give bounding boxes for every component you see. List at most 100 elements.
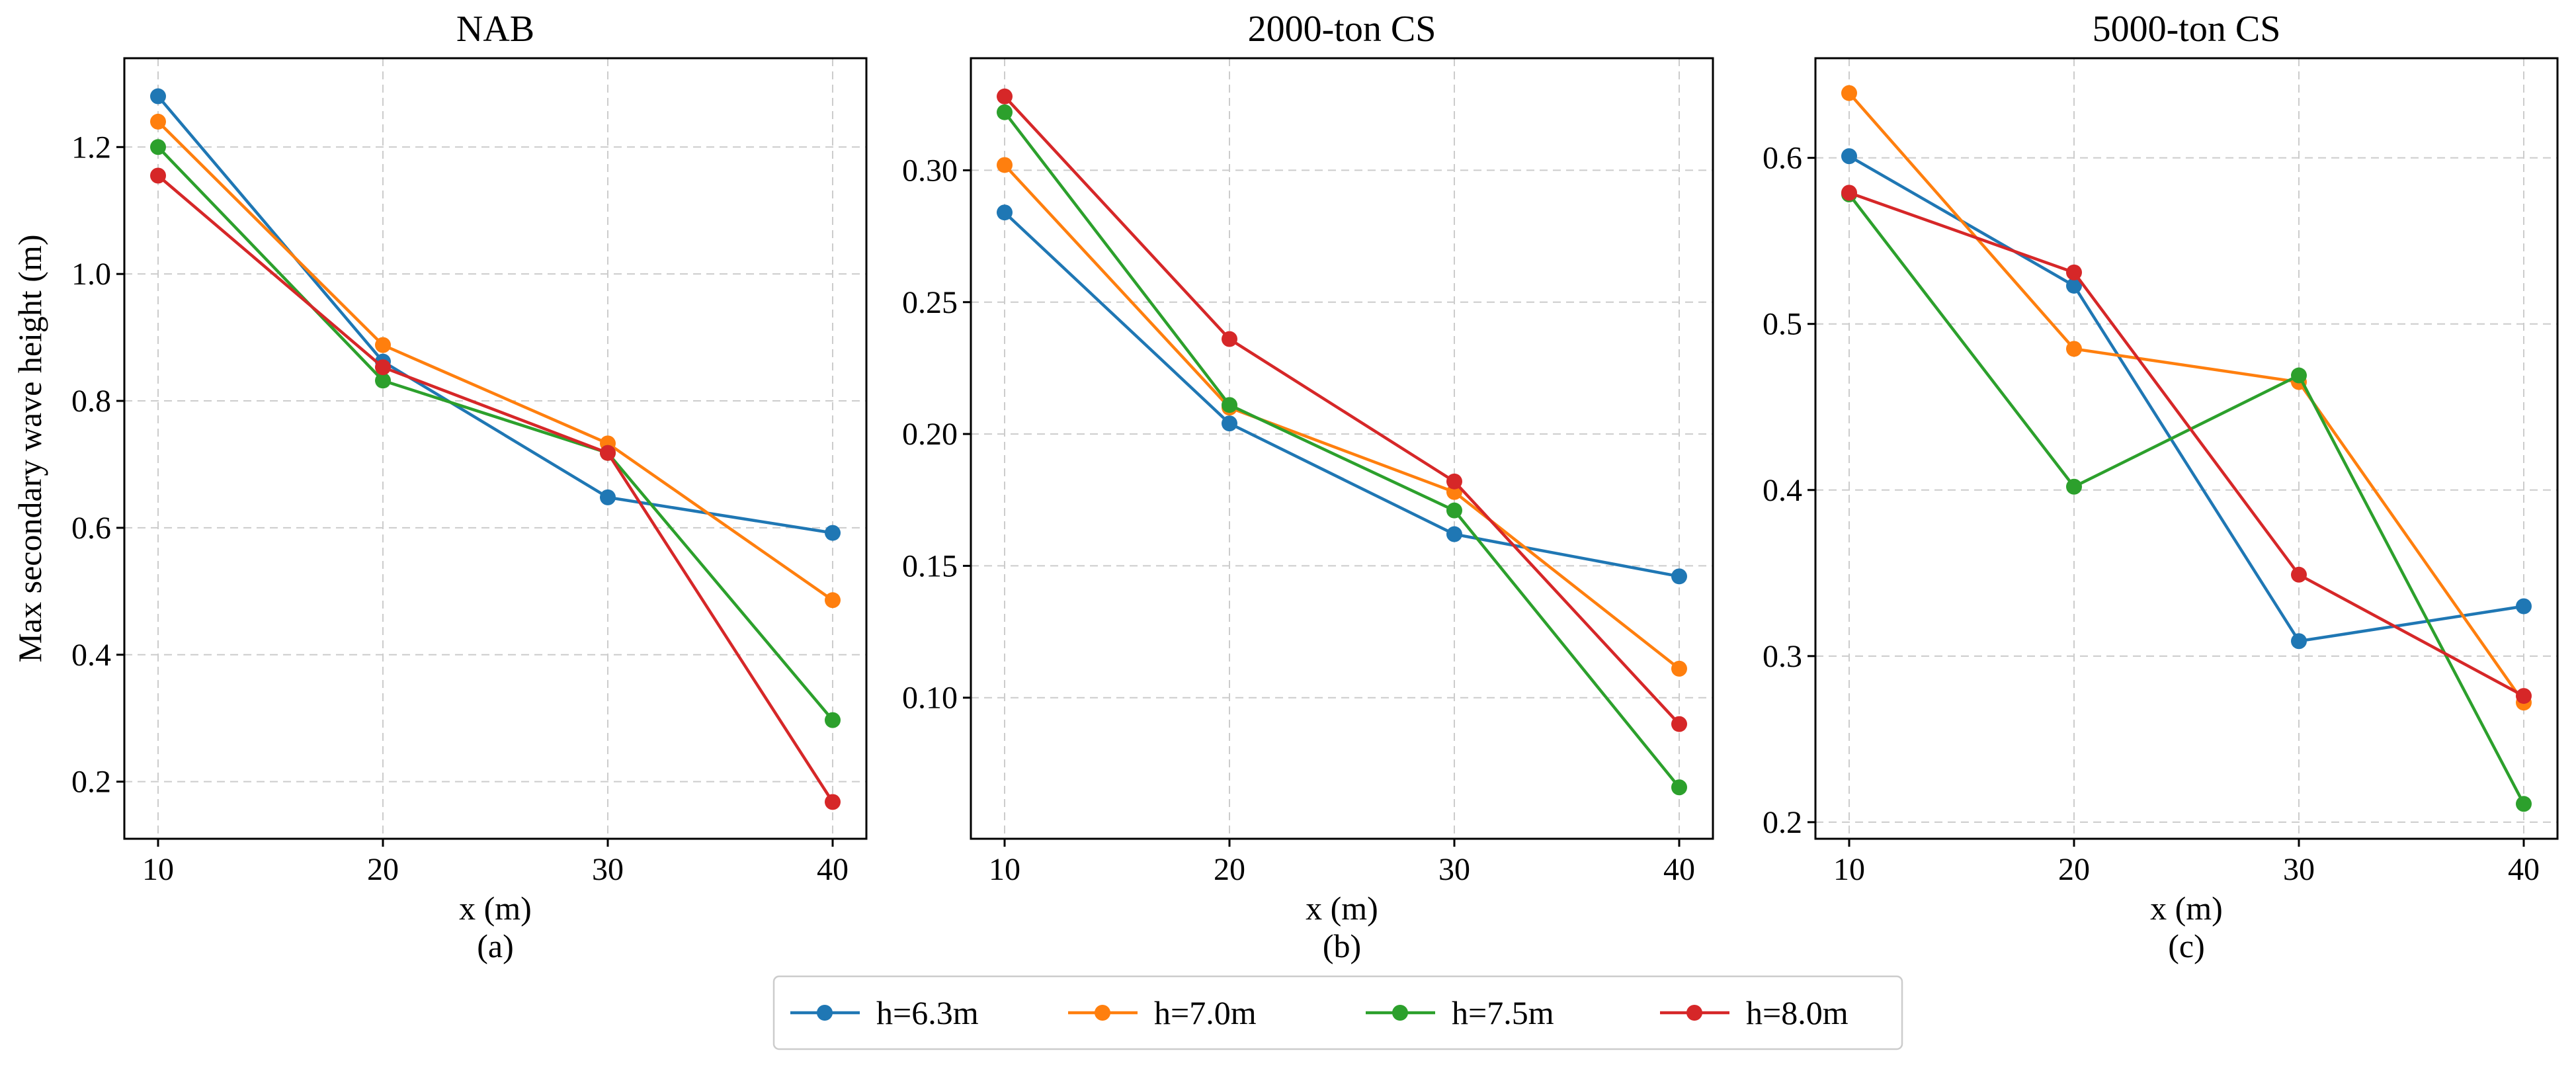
data-point <box>2516 688 2532 704</box>
series-line-h=6.3m <box>157 95 833 534</box>
data-point <box>2291 633 2307 650</box>
plot-frame <box>123 57 868 840</box>
series-line-h=8.0m <box>1849 191 2525 698</box>
y-tick-label: 0.4 <box>71 638 111 673</box>
x-tick-label: 10 <box>1833 852 1865 887</box>
y-axis-label: Max secondary wave height (m) <box>11 235 48 663</box>
data-point <box>1671 660 1687 677</box>
data-point <box>1671 568 1687 585</box>
data-point <box>2066 277 2082 294</box>
data-point <box>1841 148 1857 165</box>
series-line-h=7.0m <box>1003 163 1681 670</box>
data-point <box>997 104 1013 120</box>
data-point <box>825 794 841 810</box>
data-point <box>997 204 1013 221</box>
x-tick-label: 40 <box>1663 852 1695 887</box>
y-tick-label: 0.6 <box>1763 141 1802 176</box>
panel-sub-label: (b) <box>1323 927 1361 964</box>
data-point <box>825 592 841 609</box>
y-tick-label: 1.2 <box>71 130 111 165</box>
x-tick-label: 10 <box>989 852 1020 887</box>
chart-panel-3: 10 20 30 40 0.2 0.3 0.4 0.5 0.6 5000-ton CS x (m)(… <box>1763 9 2559 964</box>
data-point <box>150 88 166 105</box>
legend-entry: h=6.3m <box>790 994 979 1031</box>
y-tick-label: 0.6 <box>71 511 111 546</box>
chart-panel-2: 10 20 30 40 0.10 0.15 0.20 0.25 0.30 2000-ton CS x… <box>902 9 1714 964</box>
data-point <box>2066 264 2082 280</box>
y-tick-label: 0.2 <box>71 765 111 800</box>
legend-label: h=6.3m <box>876 994 979 1031</box>
legend-label: h=7.5m <box>1452 994 1554 1031</box>
data-point <box>2516 796 2532 812</box>
legend: h=6.3m h=7.0m h=7.5m h=8.0m <box>772 975 1903 1050</box>
legend-label: h=8.0m <box>1746 994 1849 1031</box>
data-point <box>1222 397 1237 413</box>
data-point <box>1446 502 1462 519</box>
data-point <box>1222 331 1237 347</box>
data-point <box>825 525 841 541</box>
data-point <box>2066 478 2082 495</box>
x-tick-label: 40 <box>817 852 849 887</box>
series-line-h=7.5m <box>1848 193 2525 805</box>
series-line-h=7.5m <box>157 146 834 722</box>
x-axis-label: x (m) <box>1306 890 1378 927</box>
data-point <box>2291 566 2307 583</box>
x-axis-label: x (m) <box>2150 890 2223 927</box>
legend-entry: h=7.0m <box>1068 994 1257 1031</box>
series-line-h=8.0m <box>1003 95 1681 726</box>
data-point <box>375 372 391 389</box>
data-point <box>150 167 166 184</box>
x-tick-label: 20 <box>367 852 399 887</box>
y-tick-label: 1.0 <box>71 257 111 292</box>
data-point <box>2066 341 2082 357</box>
y-tick-label: 0.30 <box>902 153 958 188</box>
y-tick-label: 0.4 <box>1763 473 1802 508</box>
panel-sub-label: (a) <box>477 927 514 964</box>
chart-title: NAB <box>456 9 534 50</box>
data-point <box>1222 415 1237 432</box>
data-point <box>1446 473 1462 490</box>
series-line-h=6.3m <box>1003 211 1680 578</box>
y-tick-label: 0.3 <box>1763 639 1802 674</box>
x-tick-label: 30 <box>1438 852 1470 887</box>
data-point <box>2291 367 2307 384</box>
x-axis-label: x (m) <box>459 890 532 927</box>
legend-entry: h=8.0m <box>1660 994 1849 1031</box>
y-tick-label: 0.2 <box>1763 805 1802 840</box>
data-point <box>375 359 391 376</box>
legend-marker <box>817 1005 833 1021</box>
legend-marker <box>1392 1005 1408 1021</box>
data-point <box>1671 779 1687 796</box>
plot-frame <box>970 57 1714 840</box>
y-tick-label: 0.25 <box>902 285 958 320</box>
legend-box <box>772 975 1903 1050</box>
data-point <box>1671 716 1687 732</box>
data-point <box>997 88 1013 105</box>
x-tick-label: 10 <box>142 852 174 887</box>
series-line-h=7.0m <box>1848 92 2525 704</box>
data-point <box>375 337 391 353</box>
data-point <box>1841 185 1857 201</box>
data-point <box>997 157 1013 173</box>
data-point <box>1446 526 1462 542</box>
x-tick-label: 30 <box>592 852 624 887</box>
data-point <box>1841 85 1857 101</box>
y-tick-label: 0.8 <box>71 384 111 419</box>
chart-title: 2000-ton CS <box>1248 9 1436 50</box>
panel-sub-label: (c) <box>2168 927 2205 964</box>
series-line-h=7.5m <box>1003 111 1681 788</box>
x-tick-label: 20 <box>1214 852 1245 887</box>
legend-marker <box>1095 1005 1110 1021</box>
data-point <box>2516 598 2532 615</box>
y-tick-label: 0.10 <box>902 681 958 716</box>
data-point <box>825 712 841 728</box>
x-tick-label: 40 <box>2508 852 2540 887</box>
legend-marker <box>1686 1005 1702 1021</box>
x-tick-label: 20 <box>2058 852 2090 887</box>
chart-panel-1: 10 20 30 40 0.2 0.4 0.6 0.8 1.0 1.2 NAB x (m)(a) Max… <box>11 9 868 964</box>
data-point <box>600 489 616 505</box>
plot-frame <box>1814 57 2559 840</box>
data-point <box>150 139 166 155</box>
chart-title: 5000-ton CS <box>2093 9 2281 50</box>
